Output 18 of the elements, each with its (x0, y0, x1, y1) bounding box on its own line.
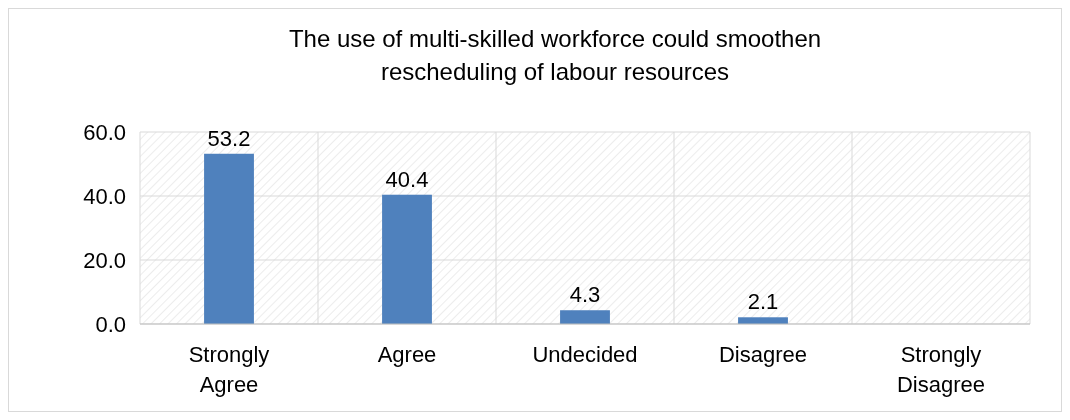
x-tick-label: Disagree (718, 342, 808, 367)
y-tick-label: 60.0 (83, 119, 126, 145)
x-tick-label: Strongly Disagree (896, 342, 986, 397)
x-tick-label: Agree (377, 342, 437, 367)
data-label: 4.3 (569, 282, 601, 308)
x-tick-label: Strongly Agree (188, 342, 270, 397)
data-label: 40.4 (385, 166, 429, 192)
chart-title: The use of multi-skilled workforce could smoothen rescheduling of labour resources (288, 25, 822, 85)
data-label: 2.1 (747, 289, 779, 315)
data-label: 53.2 (207, 125, 251, 151)
x-tick-label: Undecided (532, 342, 638, 367)
y-tick-label: 40.0 (83, 183, 126, 209)
bar (738, 317, 788, 324)
bar (204, 153, 254, 324)
y-tick-label: 20.0 (83, 247, 126, 273)
bar (382, 194, 432, 324)
y-tick-label: 0.0 (95, 311, 126, 337)
bar (560, 310, 610, 324)
